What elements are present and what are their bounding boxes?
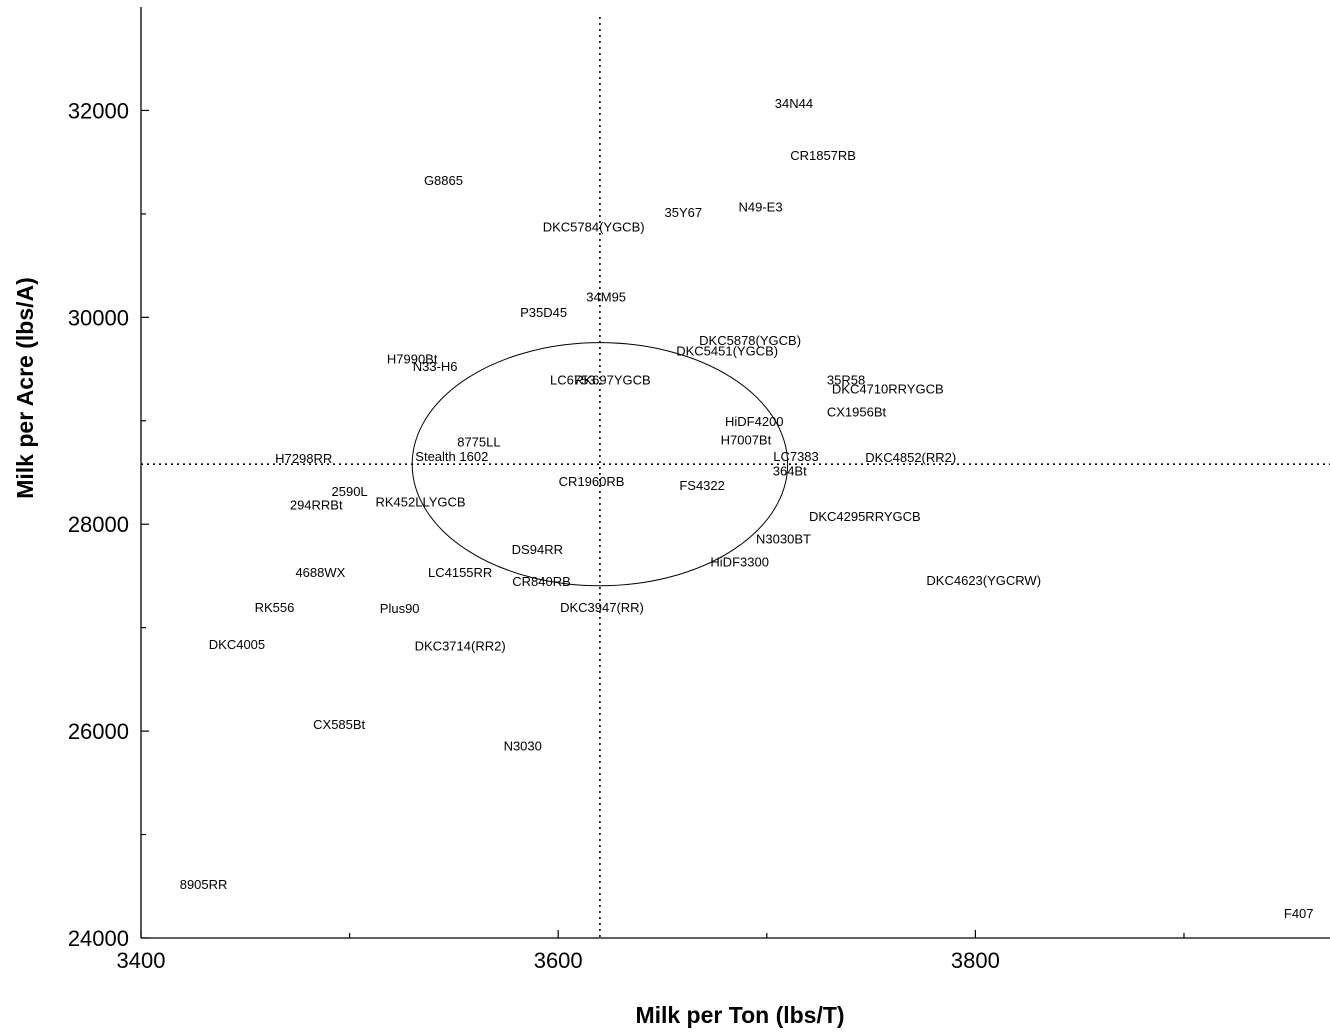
x-tick-label: 3600 <box>534 948 583 973</box>
data-point-label: G8865 <box>424 173 463 188</box>
data-point-label: 35R58 <box>827 372 865 387</box>
data-point-label: F407 <box>1284 906 1314 921</box>
data-point-label: DKC5451(YGCB) <box>676 343 778 358</box>
y-tick-label: 32000 <box>68 98 129 123</box>
data-point-label: Plus90 <box>380 601 420 616</box>
data-point-label: DKC5878(YGCB) <box>699 333 801 348</box>
x-axis-title: Milk per Ton (lbs/T) <box>635 1002 844 1028</box>
x-tick-label: 3400 <box>117 948 166 973</box>
reference-lines <box>141 17 1330 938</box>
data-point-labels: 34N44 CR1857RB G8865 N49-E3 35Y67 DKC5784(YGC… <box>180 96 1314 921</box>
data-point-label: N3030 <box>504 739 542 754</box>
data-point-label: 8905RR <box>180 877 228 892</box>
data-point-label: Stealth 1602 <box>415 449 488 464</box>
data-point-label: 2590L <box>332 484 368 499</box>
data-point-label: RK452LLYGCB <box>375 494 465 509</box>
data-point-label: HiDF4200 <box>725 414 784 429</box>
data-point-label: 8775LL <box>457 434 500 449</box>
data-point-label: N3030BT <box>756 532 811 547</box>
data-point-label: DKC4710RRYGCB <box>832 382 944 397</box>
data-point-label: DKC4295RRYGCB <box>809 509 921 524</box>
data-point-label: FS4322 <box>679 478 725 493</box>
y-axis-title: Milk per Acre (lbs/A) <box>12 277 38 499</box>
data-point-label: H7990Bt <box>387 352 438 367</box>
data-point-label: RK556 <box>255 600 295 615</box>
ticks: 3400 3600 3800 24000 26000 28000 30000 32000 <box>68 98 1185 973</box>
data-point-label: CR1960RB <box>559 474 625 489</box>
data-point-label: DS94RR <box>512 542 563 557</box>
data-point-label: N33-H6 <box>413 359 458 374</box>
data-point-label: DKC4623(YGCRW) <box>926 573 1041 588</box>
data-point-label: CX1956Bt <box>827 404 887 419</box>
confidence-ellipse-group <box>411 342 789 587</box>
data-point-label: DKC5784(YGCB) <box>543 219 645 234</box>
axes <box>140 7 1330 939</box>
data-point-label: DKC4852(RR2) <box>865 450 956 465</box>
x-tick-label: 3800 <box>951 948 1000 973</box>
data-point-label: 294RRBt <box>290 498 343 513</box>
data-point-label: 4688WX <box>295 565 345 580</box>
y-tick-label: 26000 <box>68 719 129 744</box>
data-point-label: CX585Bt <box>313 717 365 732</box>
data-point-label: DKC3947(RR) <box>560 600 644 615</box>
data-point-label: P35D45 <box>520 305 567 320</box>
data-point-label: LC4155RR <box>428 565 492 580</box>
data-point-label: H7298RR <box>275 451 332 466</box>
data-point-label: LC7383 <box>773 449 819 464</box>
data-point-label: LC6753 <box>550 372 596 387</box>
data-point-label: N49-E3 <box>738 200 782 215</box>
data-point-label: 364Bt <box>773 463 807 478</box>
data-point-label: 34N44 <box>775 96 813 111</box>
data-point-label: HiDF3300 <box>710 554 769 569</box>
data-point-label: CR1857RB <box>790 148 856 163</box>
data-point-label: DKC3714(RR2) <box>415 638 506 653</box>
data-point-label: CR840RB <box>512 574 571 589</box>
y-tick-label: 28000 <box>68 512 129 537</box>
confidence-ellipse <box>411 342 789 587</box>
data-point-label: RK697YGCB <box>574 372 651 387</box>
data-point-label: DKC4005 <box>209 637 265 652</box>
data-point-label: 34M95 <box>586 290 626 305</box>
y-tick-label: 30000 <box>68 305 129 330</box>
data-point-label: H7007Bt <box>721 432 772 447</box>
y-tick-label: 24000 <box>68 926 129 951</box>
data-point-label: 35Y67 <box>665 205 703 220</box>
